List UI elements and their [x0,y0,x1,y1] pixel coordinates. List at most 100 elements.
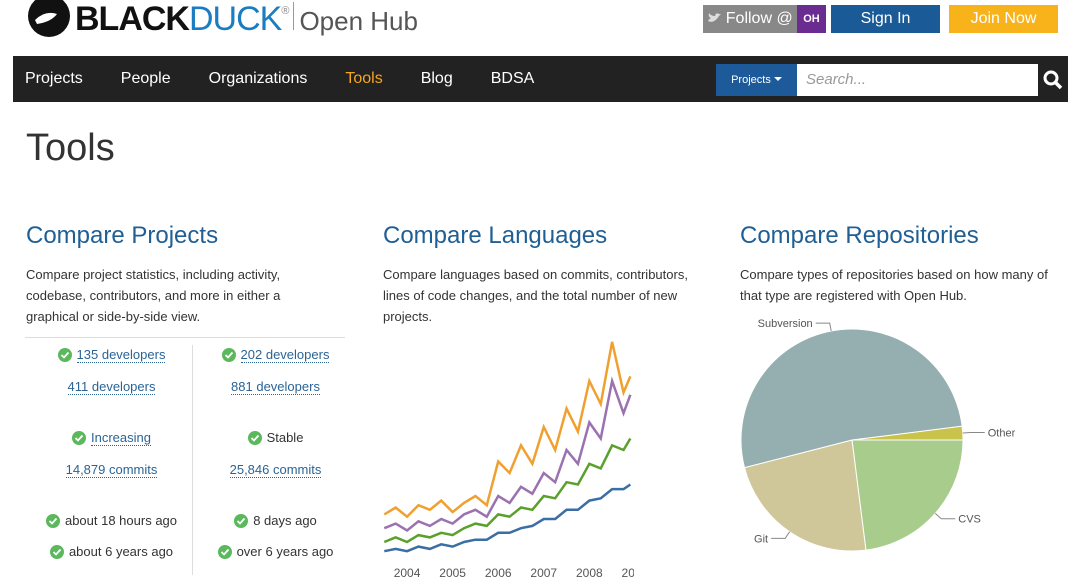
logo-product: Open Hub [299,6,418,36]
nav-item[interactable]: BDSA [490,70,535,87]
nav-item[interactable]: Blog [420,70,453,87]
logo-black: BLACK [75,0,190,38]
line [383,437,632,544]
nav-bar: Projects People Organizations Tools Blog BDSA… [13,56,1068,102]
slice-label: Subversion [758,318,813,330]
check-icon [45,514,60,528]
logo[interactable]: BLACK DUCK ® Open Hub [75,0,418,38]
line [383,376,632,533]
check-mark [74,434,84,442]
logo-icon [28,0,70,37]
table-cell: over 6 years ago [194,542,357,562]
follow-label: Follow @ [725,10,793,27]
table-cell: Stable [194,428,357,448]
x-tick-label: 2009 [622,566,634,580]
section-title: Compare Projects [26,222,219,249]
slice-label: Git [754,533,768,545]
check-circle [49,545,64,559]
pie-slice [740,328,963,469]
x-tick-label: 2008 [576,566,603,580]
page-title: Tools [26,127,115,169]
caret [773,77,782,81]
label: about 6 years ago [68,544,174,559]
leader-line [771,531,791,539]
section-description: Compare types of repositories based on h… [740,267,1048,303]
x-tick-label: 2004 [394,566,421,580]
line [383,341,632,519]
check-circle [45,514,60,528]
nav-item[interactable]: Organizations [208,70,308,87]
check-circle [57,348,72,362]
pie-slice [851,439,964,551]
table-cell: 202 developers [194,345,357,365]
table-cell: about 18 hours ago [30,511,193,531]
search-placeholder: Search... [806,71,867,88]
check-icon [217,545,232,559]
label: over 6 years ago [236,544,334,559]
logo-registered: ® [281,5,290,17]
label: Stable [266,430,304,445]
check-mark [237,517,246,525]
table-cell: 881 developers [194,377,357,397]
x-tick-label: 2007 [530,566,557,580]
link[interactable]: 202 developers [240,347,330,363]
table-cell: Increasing [30,428,193,448]
table-rule [25,337,345,338]
follow-button[interactable]: Follow @ [703,5,797,33]
repositories-chart: Other CVS Git Subversion [740,318,1016,552]
check-icon [247,431,262,445]
check-icon [234,514,249,528]
section-description: Compare project statistics, including ac… [26,267,281,324]
logo-divider [293,2,295,30]
check-mark [60,351,69,359]
check-mark [224,351,233,359]
label: about 18 hours ago [64,513,178,528]
link[interactable]: Increasing [91,430,151,446]
search-scope[interactable]: Projects [716,64,797,96]
sign-in-button[interactable]: Sign In [831,5,940,33]
nav-item[interactable]: People [120,70,171,87]
pie-slice [743,439,867,552]
logo-duck: DUCK [188,0,282,38]
check-icon [221,348,236,362]
follow-badge[interactable]: OH [797,5,826,33]
section-description: Compare languages based on commits, cont… [383,267,688,324]
link[interactable]: 25,846 commits [229,462,322,478]
search-scope-label: Projects [731,74,771,86]
nav-item[interactable]: Projects [25,70,83,87]
search-icon[interactable] [1043,70,1063,90]
join-now-button[interactable]: Join Now [949,5,1058,33]
check-circle [234,514,249,528]
table-cell: about 6 years ago [30,542,193,562]
check-icon [49,545,64,559]
table-cell: 411 developers [30,377,193,397]
leader-line [815,322,832,332]
table-cell: 14,879 commits [30,460,193,480]
section-title: Compare Languages [383,222,608,249]
leader-line [934,513,956,520]
link[interactable]: 411 developers [67,379,156,395]
check-mark [52,548,62,556]
check-circle [72,431,86,445]
check-icon [57,348,72,362]
leader-line [962,432,985,434]
link[interactable]: 14,879 commits [65,462,158,478]
check-circle [247,431,262,445]
label: 8 days ago [253,513,317,528]
bird-icon [708,13,722,22]
table-cell: 135 developers [30,345,193,365]
slice-label: Other [988,428,1016,440]
check-mark [220,548,229,556]
link[interactable]: 881 developers [231,379,320,395]
nav-item[interactable]: Tools [345,70,383,87]
check-icon [72,431,86,445]
slice-label: CVS [958,514,981,526]
x-tick-label: 2005 [439,566,466,580]
check-circle [221,348,236,362]
check-mark [48,517,58,525]
link[interactable]: 135 developers [76,347,166,363]
nav-items: Projects People Organizations Tools Blog BDSA [25,56,534,102]
x-tick-label: 2006 [485,566,512,580]
search-input[interactable]: Search... [797,64,1038,96]
